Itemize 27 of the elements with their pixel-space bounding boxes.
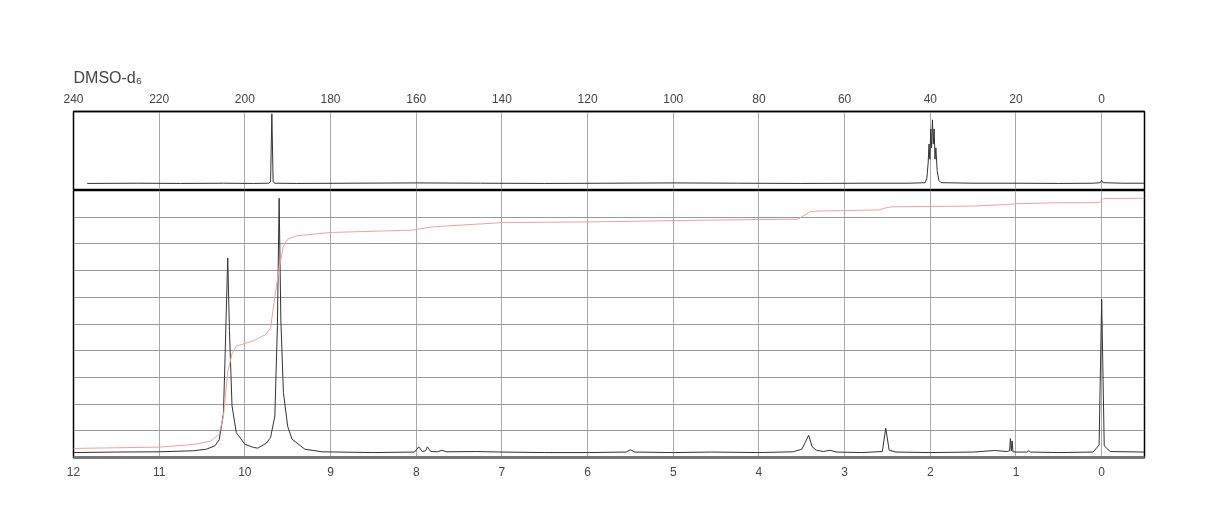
x-tick-label: 8 (412, 464, 420, 479)
x-tick-label: 11 (152, 464, 166, 479)
x-tick-label: 10 (238, 464, 252, 479)
x-tick-label: 220 (149, 91, 170, 106)
x-tick-label: 40 (923, 91, 938, 106)
x-tick-label: 9 (327, 464, 335, 479)
x-tick-label: 6 (584, 464, 592, 479)
x-tick-label: 0 (1098, 91, 1106, 106)
x-tick-label: 7 (498, 464, 506, 479)
x-tick-label: 12 (66, 464, 81, 479)
x-tick-label: 60 (837, 91, 852, 106)
x-tick-label: 120 (577, 91, 598, 106)
x-tick-label: 240 (63, 91, 84, 106)
x-tick-label: 20 (1009, 91, 1023, 106)
chart-title: DMSO-d₆ (73, 68, 143, 86)
x-tick-label: 2 (926, 464, 934, 479)
x-tick-label: 0 (1098, 464, 1106, 479)
x-tick-label: 1 (1012, 464, 1020, 479)
x-tick-label: 80 (752, 91, 766, 106)
x-tick-label: 3 (841, 464, 849, 479)
x-tick-label: 140 (491, 91, 513, 106)
x-tick-label: 160 (406, 91, 427, 106)
x-tick-label: 4 (755, 464, 763, 479)
x-tick-label: 180 (320, 91, 341, 106)
x-tick-label: 100 (663, 91, 684, 106)
x-tick-label: 5 (669, 464, 677, 479)
x-tick-label: 200 (234, 91, 256, 106)
